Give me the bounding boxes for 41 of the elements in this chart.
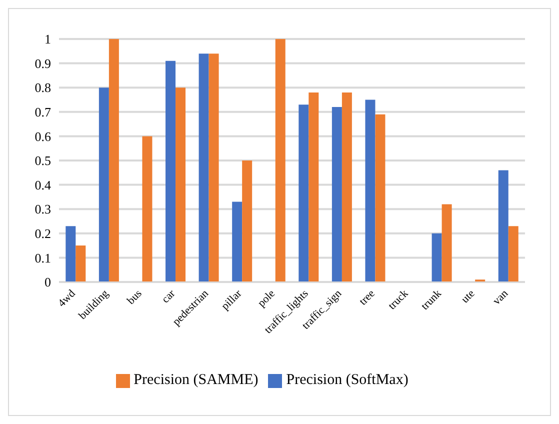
y-tick-label: 0.3	[34, 202, 51, 217]
x-tick-label: ute	[459, 288, 478, 306]
y-tick-label: 0.6	[34, 128, 52, 144]
bar	[298, 104, 309, 282]
bar	[232, 202, 242, 282]
bar	[308, 92, 319, 282]
bar	[108, 39, 119, 282]
x-tick-label: tree	[357, 288, 378, 308]
bar	[66, 226, 76, 282]
y-tick-label: 0.7	[34, 104, 52, 120]
legend-label: Precision (SAMME)	[134, 372, 258, 388]
y-tick-label: 0.1	[34, 250, 51, 266]
bar	[242, 160, 252, 282]
y-tick-label: 0.5	[34, 153, 51, 168]
bar	[142, 136, 152, 282]
y-tick-label: 0.9	[34, 56, 51, 71]
bar	[98, 88, 109, 282]
bar	[332, 107, 342, 282]
x-tick-label: van	[490, 287, 511, 308]
bar	[432, 233, 442, 282]
bar	[442, 204, 452, 282]
bar	[176, 88, 186, 282]
bar	[375, 114, 386, 282]
y-tick-label: 0.8	[34, 80, 51, 96]
x-tick-label: bus	[125, 288, 144, 307]
bar	[508, 226, 518, 282]
y-tick-label: 0.2	[34, 226, 51, 242]
y-tick-label: 1	[44, 32, 51, 47]
legend-label: Precision (SoftMax)	[286, 372, 408, 388]
y-tick-label: 0.4	[34, 177, 52, 192]
bar	[208, 54, 219, 282]
bar	[275, 39, 286, 282]
y-tick-label: 0	[44, 274, 51, 290]
bar	[498, 170, 508, 282]
x-tick-label: car	[160, 287, 178, 306]
bar	[166, 60, 176, 282]
bar	[76, 246, 86, 282]
bar	[198, 54, 209, 282]
x-tick-label: 4wd	[56, 287, 78, 310]
bar	[342, 92, 352, 282]
bar	[365, 100, 376, 282]
